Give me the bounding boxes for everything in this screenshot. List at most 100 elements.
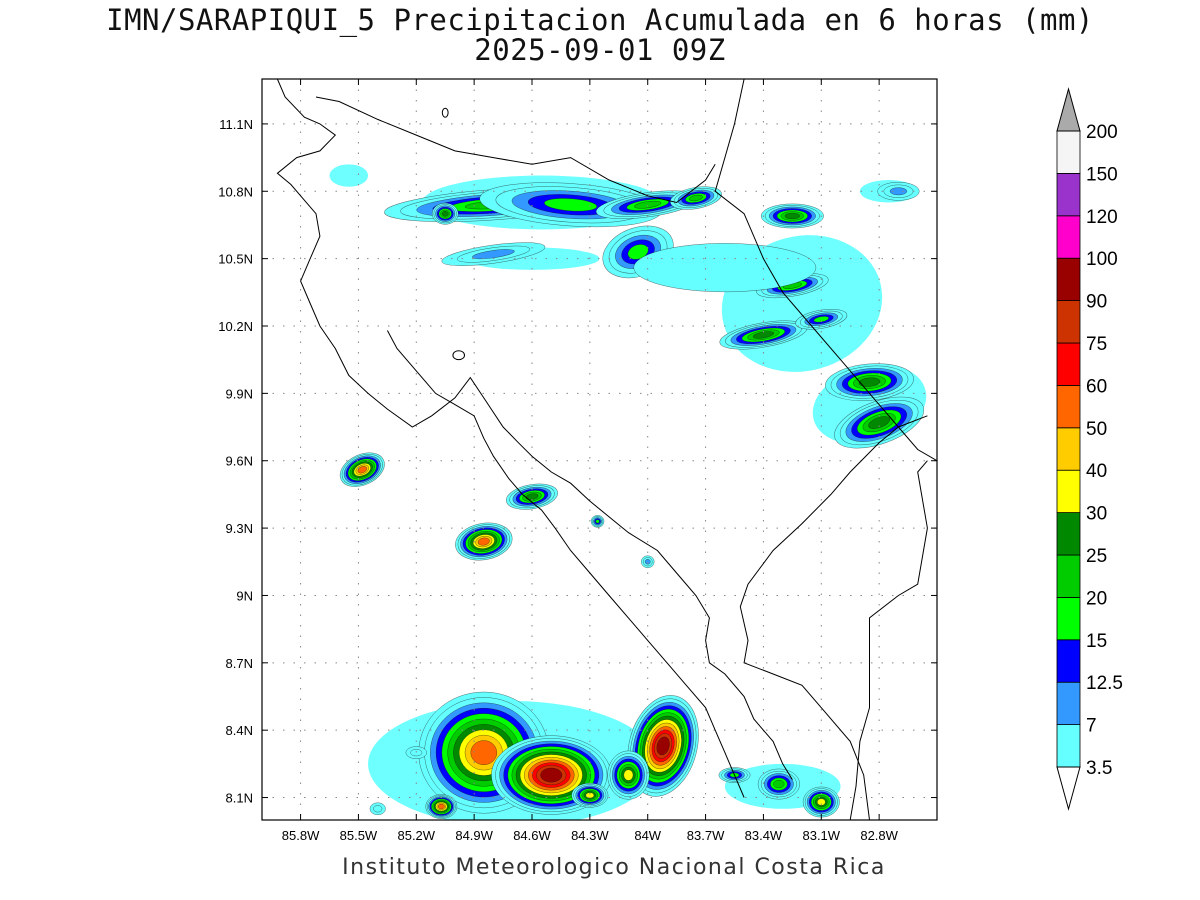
colorbar-swatch	[1056, 681, 1081, 726]
precip-cell	[441, 242, 546, 266]
precip-contour	[623, 769, 634, 781]
lon-tick-label: 85.8W	[282, 828, 320, 843]
lon-tick-label: 85.2W	[397, 828, 435, 843]
precip-cell	[633, 243, 817, 293]
precip-cell	[795, 308, 848, 330]
lon-tick-label: 84W	[634, 828, 661, 843]
lon-tick-label: 84.6W	[513, 828, 551, 843]
lon-tick-label: 83.7W	[687, 828, 725, 843]
colorbar-swatch	[1056, 724, 1081, 768]
precip-contour	[784, 212, 801, 220]
precip-contour	[472, 249, 515, 260]
institution-credit: Instituto Meteorologico Nacional Costa R…	[342, 855, 886, 880]
coastline-layer	[276, 79, 937, 820]
precip-contour	[633, 243, 817, 293]
lake-outline	[441, 107, 449, 118]
precip-contour	[357, 466, 367, 474]
lat-tick-label: 8.1N	[226, 791, 253, 806]
precip-contour	[540, 767, 563, 783]
precip-contour	[889, 187, 908, 196]
light-rain-area	[329, 164, 369, 187]
precip-cell	[506, 483, 558, 510]
lat-tick-label: 10.8N	[218, 184, 253, 199]
precip-cell	[802, 786, 840, 818]
precip-contour	[544, 198, 598, 212]
precip-contour	[410, 749, 423, 757]
precip-cell	[595, 190, 700, 220]
lat-tick-label: 8.4N	[226, 723, 253, 738]
colorbar-label: 25	[1086, 546, 1107, 567]
axis-labels: 11.1N 10.8N 10.5N 10.2N 9.9N 9.6N 9.3N 9N 8.7N 8.…	[218, 79, 937, 843]
map-frame	[261, 78, 938, 821]
colorbar-label: 12.5	[1086, 673, 1123, 694]
precip-cell	[760, 203, 824, 229]
precip-contour	[585, 792, 595, 799]
coastline	[386, 330, 745, 798]
lon-tick-label: 85.5W	[340, 828, 378, 843]
precip-contour	[477, 537, 490, 546]
colorbar-over-arrow	[1056, 87, 1081, 132]
precip-cell	[825, 363, 914, 401]
precip-contour	[752, 331, 775, 339]
lon-tick-label: 84.3W	[571, 828, 609, 843]
colorbar-swatch	[1056, 597, 1081, 641]
colorbar-under-arrow	[1056, 766, 1081, 811]
colorbar-swatch	[1056, 427, 1081, 471]
country-border	[849, 460, 928, 820]
lon-tick-label: 83.1W	[802, 828, 840, 843]
country-border	[315, 96, 716, 204]
colorbar-label: 15	[1086, 631, 1107, 652]
precip-contour	[868, 416, 891, 429]
colorbar-swatch	[1056, 172, 1081, 217]
colorbar-swatch	[1056, 469, 1081, 514]
precip-cell	[571, 782, 609, 808]
colorbar-swatch	[1056, 384, 1081, 429]
lon-tick-label: 84.9W	[455, 828, 493, 843]
precip-cell	[339, 452, 385, 487]
precip-contour	[634, 200, 662, 209]
precip-cell	[877, 181, 920, 201]
precip-cell	[369, 802, 386, 816]
lat-tick-label: 9.3N	[226, 521, 253, 536]
precip-contour	[773, 779, 785, 789]
precip-contour	[644, 559, 651, 565]
colorbar-label: 7	[1086, 716, 1097, 737]
lat-tick-label: 11.1N	[219, 117, 253, 132]
lat-tick-label: 10.5N	[218, 252, 253, 267]
map-title: IMN/SARAPIQUI_5 Precipitacion Acumulada …	[106, 3, 1094, 37]
colorbar-label: 200	[1086, 122, 1118, 143]
lat-tick-label: 10.2N	[218, 319, 253, 334]
precip-cell	[425, 794, 458, 819]
precip-cell	[834, 396, 925, 449]
precip-contour	[470, 740, 498, 766]
colorbar-label: 100	[1086, 249, 1118, 270]
colorbar-swatch	[1056, 639, 1081, 683]
precip-contour	[858, 377, 881, 387]
precip-contour	[373, 805, 383, 813]
precip-cell	[455, 522, 513, 561]
colorbar-label: 40	[1086, 461, 1107, 482]
colorbar-swatch	[1056, 130, 1081, 174]
lat-tick-label: 9.6N	[226, 454, 253, 469]
colorbar-swatch	[1056, 300, 1081, 344]
coastline	[739, 415, 928, 820]
colorbar-label: 120	[1086, 207, 1118, 228]
precip-cell	[640, 555, 655, 569]
colorbar-swatch	[1056, 512, 1081, 556]
lon-tick-label: 83.4W	[745, 828, 783, 843]
precip-cell	[607, 750, 650, 800]
precip-cell	[590, 515, 605, 528]
colorbar-label: 90	[1086, 292, 1107, 313]
colorbar-swatch	[1056, 215, 1081, 259]
colorbar-swatch	[1056, 257, 1081, 302]
colorbar-label: 30	[1086, 504, 1107, 525]
map-subtitle: 2025-09-01 09Z	[474, 33, 726, 67]
precip-contour	[441, 210, 449, 217]
colorbar-label: 3.5	[1086, 758, 1112, 779]
precip-cell	[431, 202, 459, 225]
colorbar-label: 20	[1086, 588, 1107, 609]
precip-contour	[656, 736, 670, 756]
colorbar-label: 150	[1086, 164, 1118, 185]
